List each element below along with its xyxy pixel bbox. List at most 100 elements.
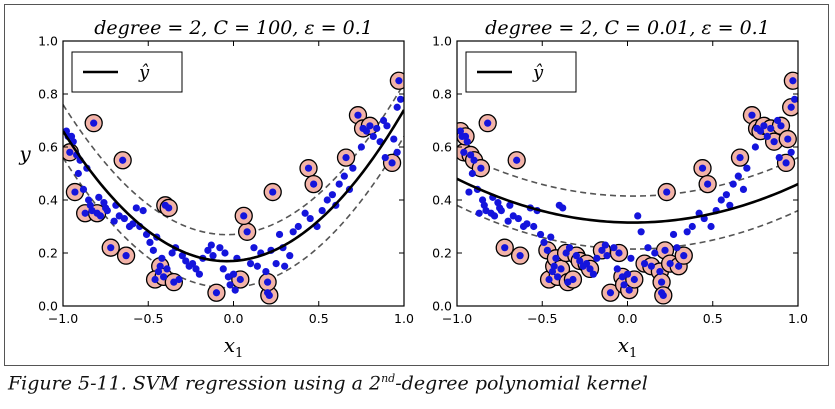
data-point	[465, 188, 473, 196]
data-point	[236, 275, 244, 284]
data-point	[640, 260, 649, 268]
data-point	[501, 244, 509, 252]
data-point	[103, 207, 111, 215]
data-point	[550, 262, 558, 270]
data-point	[151, 275, 159, 284]
data-point	[661, 246, 669, 254]
data-point	[366, 122, 374, 130]
y-tick-label: 0.2	[432, 246, 452, 261]
data-point	[66, 148, 74, 156]
data-point	[163, 265, 171, 273]
data-point	[656, 267, 664, 276]
data-point	[373, 124, 381, 133]
data-point	[107, 244, 115, 252]
data-point	[523, 220, 531, 228]
data-point	[572, 252, 580, 260]
data-point	[221, 249, 229, 257]
data-point	[158, 254, 166, 262]
data-point	[545, 275, 553, 284]
x-tick-label: −0.5	[527, 311, 557, 326]
data-point	[463, 138, 471, 146]
data-point	[658, 278, 666, 286]
data-point	[540, 238, 548, 246]
data-point	[748, 111, 756, 119]
data-point	[589, 270, 598, 278]
data-point	[736, 154, 744, 162]
data-point	[722, 191, 730, 199]
prediction-curve	[457, 177, 798, 224]
data-point	[383, 122, 391, 130]
data-point	[294, 222, 302, 231]
caption-superscript: nd	[381, 372, 396, 385]
data-point	[717, 196, 725, 204]
data-point	[601, 241, 609, 249]
data-point	[335, 180, 343, 188]
data-point	[552, 254, 560, 262]
data-point	[514, 214, 522, 223]
data-point	[168, 249, 176, 257]
data-point	[760, 122, 768, 130]
data-point	[340, 172, 348, 180]
prediction-curve	[63, 109, 404, 263]
data-point	[644, 244, 652, 252]
data-point	[680, 252, 688, 260]
data-point	[630, 275, 638, 284]
data-point	[204, 246, 212, 254]
legend-label: ŷ	[532, 62, 544, 83]
y-tick-label: 0.0	[432, 299, 452, 314]
data-point	[647, 262, 655, 270]
data-point	[683, 228, 691, 236]
data-point	[304, 164, 313, 172]
data-point	[598, 246, 606, 254]
data-point	[289, 228, 297, 236]
x-tick-label: 1.0	[394, 311, 414, 326]
x-axis-label-base: x	[618, 333, 629, 357]
y-tick-label: 0.4	[432, 193, 452, 208]
chart-title: degree = 2, C = 0.01, ε = 0.1	[485, 17, 770, 39]
y-tick-label: 1.0	[432, 34, 452, 49]
chart-panel-2: −1.0 −0.5 0.0 0.5 1.0 0.0 0.2 0.4 0.6 0.8 1.0 degre…	[432, 17, 808, 361]
data-point	[275, 230, 284, 239]
data-point	[506, 201, 514, 209]
data-point	[547, 233, 555, 241]
data-point	[704, 180, 712, 188]
data-point	[627, 254, 635, 262]
x-tick-label: 0.5	[309, 311, 329, 326]
chart-panel-1: −1.0 −0.5 0.0 0.5 1.0 0.0 0.2 0.4 0.6 0.8 1.0 degre…	[18, 17, 414, 361]
data-point	[306, 214, 314, 223]
x-axis-label-subscript: 1	[629, 346, 637, 361]
data-point	[301, 209, 309, 217]
data-point	[74, 169, 82, 178]
data-point	[262, 267, 270, 276]
data-point	[390, 135, 398, 143]
data-point	[156, 262, 164, 270]
data-point	[393, 103, 401, 111]
data-point	[219, 265, 227, 273]
data-point	[467, 151, 475, 159]
y-tick-label: 0.8	[38, 87, 58, 102]
data-point	[497, 207, 505, 215]
data-point	[669, 230, 678, 239]
data-point	[95, 193, 103, 201]
data-point	[139, 207, 147, 215]
y-tick-label: 0.8	[432, 87, 452, 102]
data-point	[328, 191, 336, 199]
data-point	[613, 265, 621, 273]
caption-prefix: Figure 5-11. SVM regression using a 2	[8, 372, 382, 395]
x-tick-label: 1.0	[788, 311, 808, 326]
data-point	[789, 77, 797, 85]
data-point	[349, 164, 357, 172]
data-point	[610, 244, 618, 252]
data-point	[739, 185, 748, 193]
data-point	[246, 260, 255, 268]
legend-label: ŷ	[138, 62, 150, 83]
data-point	[149, 246, 157, 254]
data-point	[122, 252, 130, 260]
data-point	[516, 252, 524, 260]
data-point	[272, 260, 280, 268]
data-point	[651, 249, 659, 257]
data-point	[790, 95, 798, 103]
data-point	[787, 148, 795, 156]
data-point	[484, 119, 492, 127]
data-point	[777, 122, 785, 130]
